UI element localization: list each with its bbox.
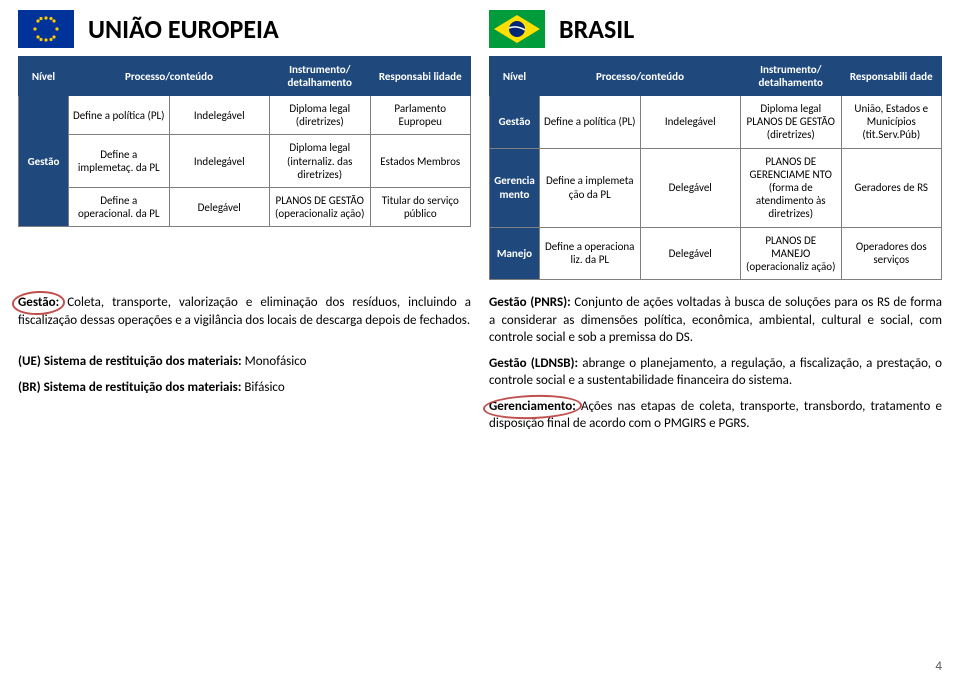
cell: União, Estados e Municípios (tit.Serv.Pú… [841,96,942,149]
th-instr: Instrumento/ detalhamento [741,57,842,96]
br-header: BRASIL [489,10,942,48]
cell: Operadores dos serviços [841,227,942,280]
table-row: Gerencia mento Define a implemeta ção da… [490,148,942,227]
br-paragraph-1: Gestão (PNRS): Conjunto de ações voltada… [489,294,942,347]
cell: Define a operaciona liz. da PL [540,227,641,280]
cell: Diploma legal PLANOS DE GESTÃO (diretriz… [741,96,842,149]
br-paragraph-2: Gestão (LDNSB): abrange o planejamento, … [489,355,942,390]
cell: Estados Membros [370,135,471,188]
table-row: Define a operacional. da PL Delegável PL… [19,187,471,226]
cell: PLANOS DE GESTÃO (operacionaliz ação) [270,187,371,226]
eu-flag-icon [18,10,74,48]
eu-paragraph-2: (UE) Sistema de restituição dos materiai… [18,353,471,371]
text: Monofásico [242,354,307,369]
cell: Diploma legal (internaliz. das diretrize… [270,135,371,188]
text: Gestão (PNRS): [489,295,571,310]
tables-row: UNIÃO EUROPEIA Nível Processo/conteúdo I… [18,10,942,280]
eu-level: Gestão [19,96,69,227]
table-row: Gestão Define a política (PL) Indelegáve… [19,96,471,135]
cell: Define a implemeta ção da PL [540,148,641,227]
gestao-circled: Gestão: [18,294,59,312]
th-proc: Processo/conteúdo [69,57,270,96]
eu-header: UNIÃO EUROPEIA [18,10,471,48]
gerenc-circled: Gerenciamento: [489,398,576,416]
eu-text-col: Gestão: Coleta, transporte, valorização … [18,294,471,441]
th-resp: Responsabi lidade [370,57,471,96]
cell: Diploma legal (diretrizes) [270,96,371,135]
cell: Define a implemetaç. da PL [69,135,170,188]
cell: Indelegável [169,96,270,135]
eu-panel: UNIÃO EUROPEIA Nível Processo/conteúdo I… [18,10,471,280]
br-text-col: Gestão (PNRS): Conjunto de ações voltada… [489,294,942,441]
th-resp: Responsabili dade [841,57,942,96]
cell: Delegável [640,227,741,280]
br-title: BRASIL [559,13,634,45]
br-paragraph-3: Gerenciamento: Ações nas etapas de colet… [489,398,942,433]
br-table: Nível Processo/conteúdo Instrumento/ det… [489,56,942,280]
eu-paragraph-3: (BR) Sistema de restituição dos materiai… [18,379,471,397]
cell: Titular do serviço público [370,187,471,226]
eu-title: UNIÃO EUROPEIA [88,13,279,45]
table-row: Manejo Define a operaciona liz. da PL De… [490,227,942,280]
cell: PLANOS DE GERENCIAME NTO (forma de atend… [741,148,842,227]
text: (UE) Sistema de restituição dos materiai… [18,354,242,369]
br-panel: BRASIL Nível Processo/conteúdo Instrumen… [489,10,942,280]
table-row: Gestão Define a política (PL) Indelegáve… [490,96,942,149]
cell: Parlamento Eupropeu [370,96,471,135]
cell: Geradores de RS [841,148,942,227]
text: Gestão (LDNSB): [489,356,578,371]
eu-paragraph-1: Gestão: Coleta, transporte, valorização … [18,294,471,329]
table-header-row: Nível Processo/conteúdo Instrumento/ det… [19,57,471,96]
cell: Define a política (PL) [69,96,170,135]
text: Bifásico [241,380,284,395]
text: (BR) Sistema de restituição dos materiai… [18,380,241,395]
th-nivel: Nível [19,57,69,96]
cell: Delegável [169,187,270,226]
th-instr: Instrumento/ detalhamento [270,57,371,96]
cell: Indelegável [169,135,270,188]
cell: Gestão [490,96,540,149]
brazil-flag-icon [489,10,545,48]
cell: Indelegável [640,96,741,149]
table-row: Define a implemetaç. da PL Indelegável D… [19,135,471,188]
cell: Define a política (PL) [540,96,641,149]
table-header-row: Nível Processo/conteúdo Instrumento/ det… [490,57,942,96]
bottom-text-row: Gestão: Coleta, transporte, valorização … [18,294,942,441]
text: Coleta, transporte, valorização e elimin… [18,295,471,328]
cell: Manejo [490,227,540,280]
cell: Gerencia mento [490,148,540,227]
th-proc: Processo/conteúdo [540,57,741,96]
eu-table: Nível Processo/conteúdo Instrumento/ det… [18,56,471,227]
cell: Delegável [640,148,741,227]
cell: Define a operacional. da PL [69,187,170,226]
th-nivel: Nível [490,57,540,96]
cell: PLANOS DE MANEJO (operacionaliz ação) [741,227,842,280]
page-number: 4 [935,659,942,674]
